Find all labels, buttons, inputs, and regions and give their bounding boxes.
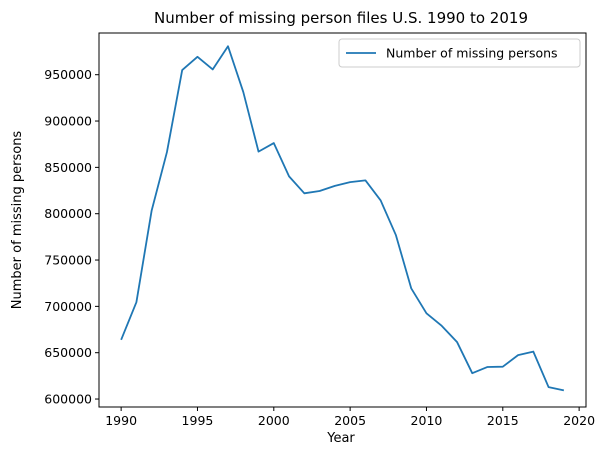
x-tick-label: 1995	[182, 413, 214, 428]
x-tick-label: 2000	[258, 413, 290, 428]
x-tick-label: 2020	[563, 413, 595, 428]
y-tick-label: 600000	[44, 392, 92, 407]
x-axis-ticks: 1990 1995 2000 2005 2010 2015 2020	[105, 407, 595, 428]
y-tick-label: 800000	[44, 206, 92, 221]
y-tick-label: 900000	[44, 114, 92, 129]
y-tick-label: 750000	[44, 253, 92, 268]
legend: Number of missing persons	[338, 38, 581, 68]
y-tick-label: 700000	[44, 299, 92, 314]
y-tick-label: 950000	[44, 67, 92, 82]
legend-box	[338, 38, 581, 68]
chart-title: Number of missing person files U.S. 1990…	[154, 9, 528, 27]
x-tick-label: 2015	[487, 413, 519, 428]
x-tick-label: 2010	[411, 413, 443, 428]
x-tick-label: 1990	[105, 413, 137, 428]
x-axis-label: Year	[326, 431, 355, 446]
plot-frame	[98, 32, 587, 408]
legend-label: Number of missing persons	[386, 46, 558, 61]
y-tick-label: 650000	[44, 345, 92, 360]
y-axis-label: Number of missing persons	[10, 131, 25, 310]
y-axis-ticks: 600000 650000 700000 750000 800000 850000 9000…	[44, 67, 99, 407]
y-tick-label: 850000	[44, 160, 92, 175]
series-line	[120, 45, 565, 392]
x-tick-label: 2005	[334, 413, 366, 428]
series-layer	[120, 45, 565, 392]
